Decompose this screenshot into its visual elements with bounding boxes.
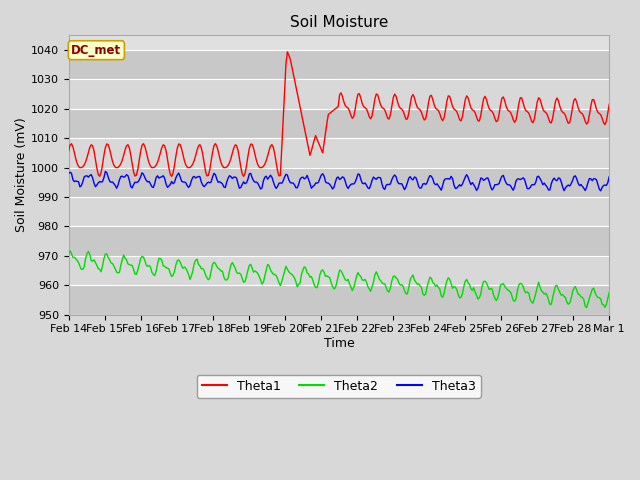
Y-axis label: Soil Moisture (mV): Soil Moisture (mV) [15, 118, 28, 232]
Title: Soil Moisture: Soil Moisture [290, 15, 388, 30]
Legend: Theta1, Theta2, Theta3: Theta1, Theta2, Theta3 [197, 375, 481, 398]
X-axis label: Time: Time [324, 337, 355, 350]
Text: DC_met: DC_met [71, 44, 122, 57]
Bar [68, 256, 609, 285]
Bar [68, 227, 609, 256]
Bar [68, 138, 609, 168]
Bar [68, 109, 609, 138]
Bar [68, 50, 609, 79]
Bar [68, 79, 609, 109]
Bar [68, 197, 609, 227]
Bar [68, 168, 609, 197]
Bar [68, 285, 609, 314]
